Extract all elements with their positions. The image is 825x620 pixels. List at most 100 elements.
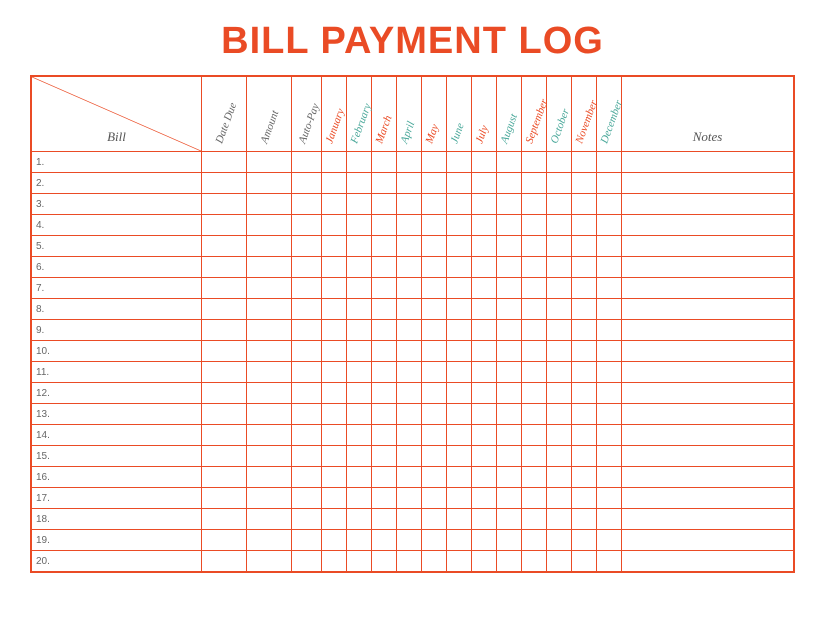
cell xyxy=(472,362,497,383)
cell xyxy=(522,488,547,509)
cell xyxy=(547,404,572,425)
cell xyxy=(572,194,597,215)
row-number: 11. xyxy=(32,362,202,383)
cell xyxy=(397,488,422,509)
cell xyxy=(597,341,622,362)
cell xyxy=(547,215,572,236)
table-row: 14. xyxy=(32,425,794,446)
cell xyxy=(622,173,794,194)
cell xyxy=(472,425,497,446)
cell xyxy=(522,467,547,488)
row-number: 19. xyxy=(32,530,202,551)
cell xyxy=(247,257,292,278)
cell xyxy=(597,362,622,383)
cell xyxy=(372,530,397,551)
cell xyxy=(522,509,547,530)
cell xyxy=(202,194,247,215)
cell xyxy=(472,488,497,509)
cell xyxy=(597,257,622,278)
cell xyxy=(622,257,794,278)
cell xyxy=(372,236,397,257)
month-label: June xyxy=(448,122,466,146)
cell xyxy=(547,320,572,341)
cell xyxy=(202,425,247,446)
cell xyxy=(397,278,422,299)
cell xyxy=(472,152,497,173)
cell xyxy=(372,299,397,320)
col-header-autopay: Auto-Pay xyxy=(292,77,322,152)
table-row: 5. xyxy=(32,236,794,257)
row-number: 15. xyxy=(32,446,202,467)
cell xyxy=(447,383,472,404)
cell xyxy=(472,530,497,551)
row-number: 4. xyxy=(32,215,202,236)
cell xyxy=(247,446,292,467)
month-label: May xyxy=(423,123,441,145)
col-header-bill: Bill xyxy=(32,77,202,152)
cell xyxy=(522,236,547,257)
cell xyxy=(622,467,794,488)
cell xyxy=(347,425,372,446)
cell xyxy=(292,278,322,299)
cell xyxy=(622,488,794,509)
cell xyxy=(422,425,447,446)
cell xyxy=(547,341,572,362)
cell xyxy=(622,383,794,404)
cell xyxy=(597,194,622,215)
cell xyxy=(497,299,522,320)
header-row: Bill Date Due Amount Auto-Pay January Fe… xyxy=(32,77,794,152)
cell xyxy=(247,551,292,572)
cell xyxy=(572,404,597,425)
cell xyxy=(547,299,572,320)
row-number: 1. xyxy=(32,152,202,173)
cell xyxy=(572,278,597,299)
cell xyxy=(447,530,472,551)
cell xyxy=(347,383,372,404)
cell xyxy=(422,362,447,383)
cell xyxy=(247,215,292,236)
cell xyxy=(292,341,322,362)
cell xyxy=(247,341,292,362)
cell xyxy=(347,446,372,467)
cell xyxy=(447,446,472,467)
cell xyxy=(397,446,422,467)
cell xyxy=(247,320,292,341)
cell xyxy=(347,320,372,341)
cell xyxy=(247,236,292,257)
cell xyxy=(202,446,247,467)
cell xyxy=(347,194,372,215)
cell xyxy=(422,467,447,488)
cell xyxy=(572,488,597,509)
cell xyxy=(547,383,572,404)
cell xyxy=(422,488,447,509)
cell xyxy=(397,425,422,446)
cell xyxy=(347,551,372,572)
col-header-amount: Amount xyxy=(247,77,292,152)
cell xyxy=(497,551,522,572)
cell xyxy=(372,404,397,425)
cell xyxy=(572,362,597,383)
cell xyxy=(347,530,372,551)
cell xyxy=(372,152,397,173)
cell xyxy=(322,215,347,236)
cell xyxy=(597,320,622,341)
cell xyxy=(202,488,247,509)
cell xyxy=(447,362,472,383)
cell xyxy=(522,446,547,467)
cell xyxy=(292,467,322,488)
cell xyxy=(372,488,397,509)
cell xyxy=(572,341,597,362)
cell xyxy=(247,467,292,488)
cell xyxy=(522,173,547,194)
cell xyxy=(447,341,472,362)
cell xyxy=(447,299,472,320)
cell xyxy=(422,320,447,341)
cell xyxy=(347,362,372,383)
cell xyxy=(497,194,522,215)
cell xyxy=(447,236,472,257)
cell xyxy=(202,383,247,404)
cell xyxy=(547,488,572,509)
cell xyxy=(422,341,447,362)
cell xyxy=(202,215,247,236)
cell xyxy=(397,194,422,215)
